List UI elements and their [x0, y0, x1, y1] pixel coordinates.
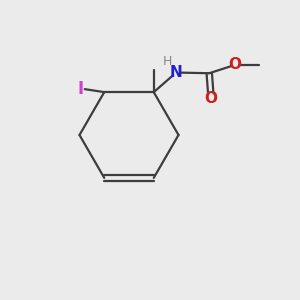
- Text: N: N: [170, 65, 183, 80]
- Text: O: O: [204, 91, 217, 106]
- Text: H: H: [163, 55, 172, 68]
- Text: O: O: [228, 57, 241, 72]
- Text: I: I: [77, 80, 83, 98]
